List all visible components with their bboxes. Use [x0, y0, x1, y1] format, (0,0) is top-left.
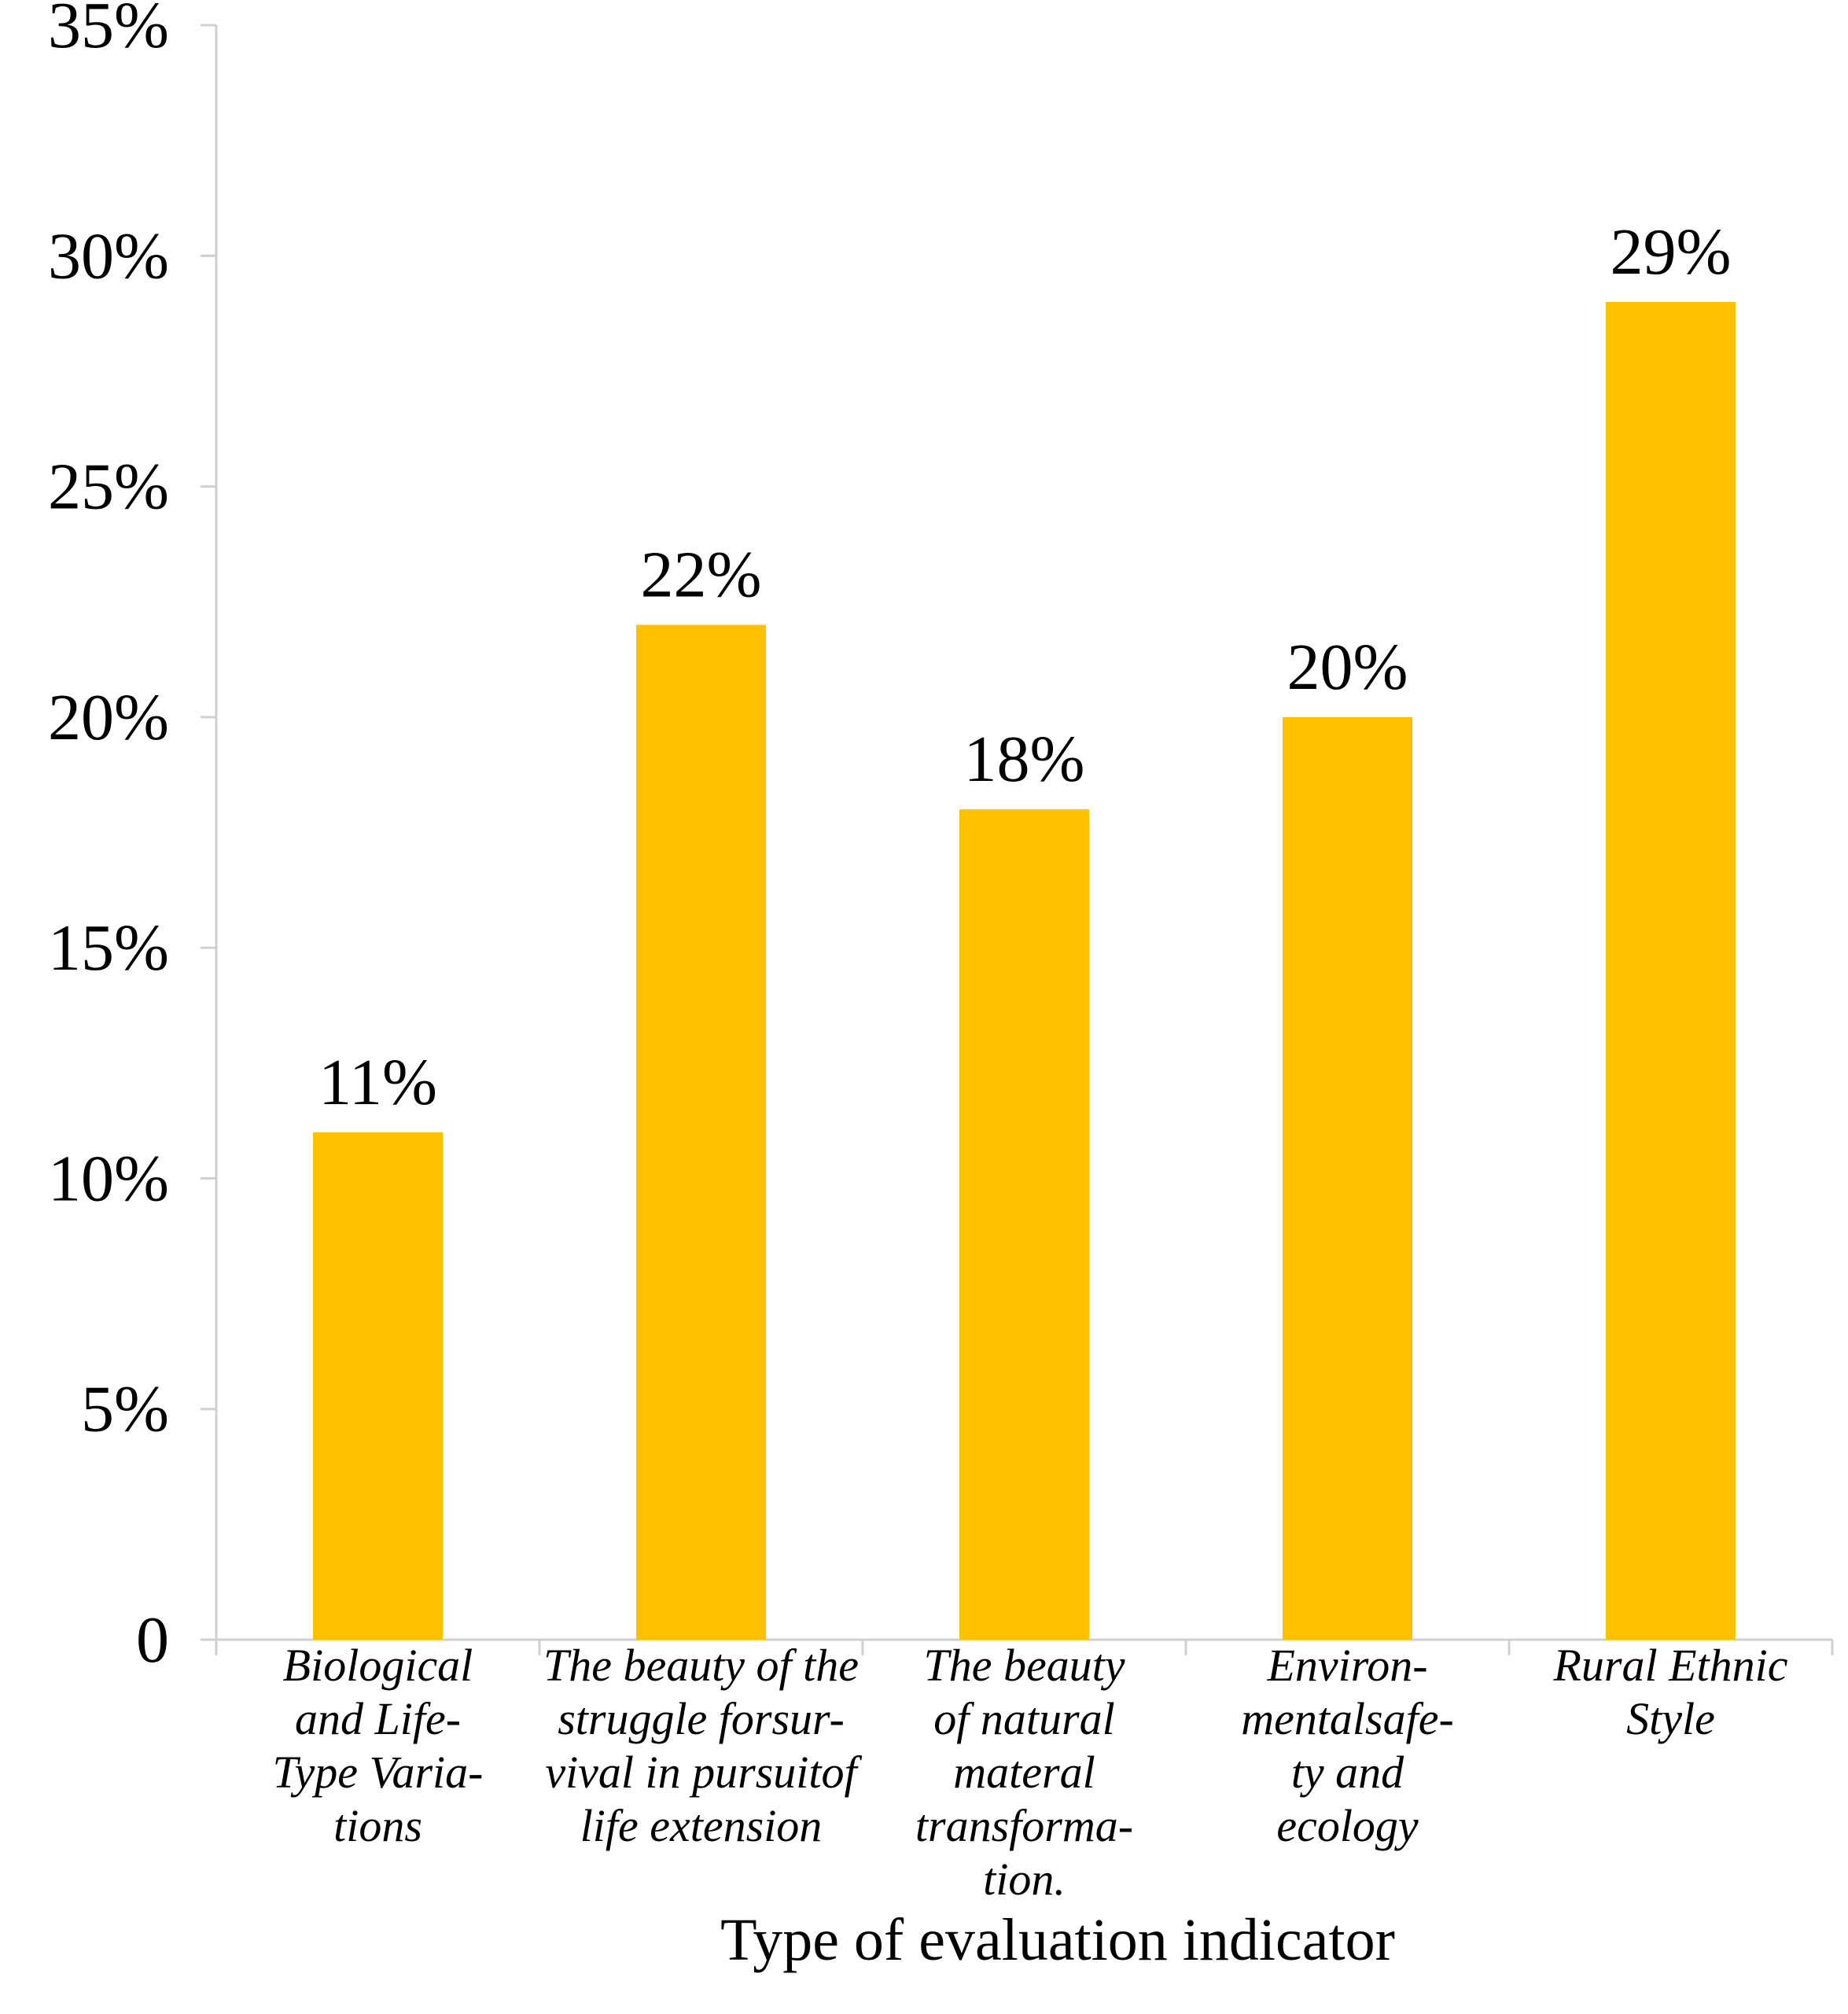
y-tick-label: 15% [48, 911, 169, 985]
x-category-label-line: of natural [933, 1693, 1114, 1744]
y-axis: 0 5% 10% 15% 20% 25% 30% 35% [48, 0, 218, 1677]
bar [1606, 301, 1736, 1640]
y-tick-label: 30% [48, 219, 169, 293]
x-category-label-line: ty and [1291, 1747, 1404, 1798]
y-tick-label: 0 [136, 1603, 169, 1677]
x-category-label: Rural Ethnic Style [1552, 1640, 1787, 1744]
y-tick-label: 10% [48, 1142, 169, 1215]
x-category-label-line: tion. [983, 1854, 1066, 1905]
x-category-label-line: Style [1626, 1693, 1715, 1744]
bar-value-label: 11% [318, 1046, 437, 1119]
y-tick-label: 25% [48, 451, 169, 524]
x-category-label-line: vival in pursuitof [545, 1747, 862, 1798]
bar-value-label: 20% [1287, 631, 1408, 704]
x-category-label: The beauty of natural materal transforma-ti… [915, 1640, 1133, 1905]
bar [959, 809, 1089, 1640]
bar-value-label: 22% [641, 539, 762, 612]
bar-value-label: 29% [1611, 215, 1732, 289]
x-category-label-line: transforma- [915, 1800, 1133, 1851]
x-category-label-line: tions [333, 1800, 422, 1851]
x-category-label-line: materal [953, 1747, 1095, 1798]
x-category-label-line: The beauty [923, 1640, 1125, 1691]
x-category-label-line: mentalsafe- [1241, 1693, 1454, 1744]
y-tick-label: 20% [48, 681, 169, 754]
x-category-label-line: struggle forsur- [558, 1693, 845, 1744]
x-category-label-line: life extension [580, 1800, 823, 1851]
value-labels: 11% 22% 18% 20% 29% [318, 215, 1731, 1119]
bar [636, 624, 766, 1640]
x-category-label-line: Biological [283, 1640, 473, 1691]
x-category-label-line: The beauty of the [543, 1640, 859, 1691]
bar [313, 1132, 443, 1640]
category-labels: Biological and Life-Type Varia-tions The b… [273, 1640, 1788, 1905]
bar-value-label: 18% [964, 723, 1085, 796]
x-category-label-line: Type Varia- [273, 1747, 484, 1798]
x-category-label-line: Rural Ethnic [1552, 1640, 1787, 1691]
y-tick-label: 5% [81, 1373, 169, 1446]
x-category-label: Biological and Life-Type Varia-tions [273, 1640, 484, 1851]
x-category-label-line: and Life- [295, 1693, 461, 1744]
bars [313, 301, 1736, 1640]
x-category-label: The beauty of the struggle forsur-vival i… [543, 1640, 863, 1851]
x-category-label: Environ-mentalsafe-ty and ecology [1241, 1640, 1454, 1851]
bar [1283, 716, 1412, 1640]
x-axis-title: Type of evaluation indicator [720, 1907, 1395, 1973]
x-category-label-line: Environ- [1266, 1640, 1427, 1691]
x-category-label-line: ecology [1276, 1800, 1419, 1851]
y-tick-label: 35% [48, 0, 169, 62]
